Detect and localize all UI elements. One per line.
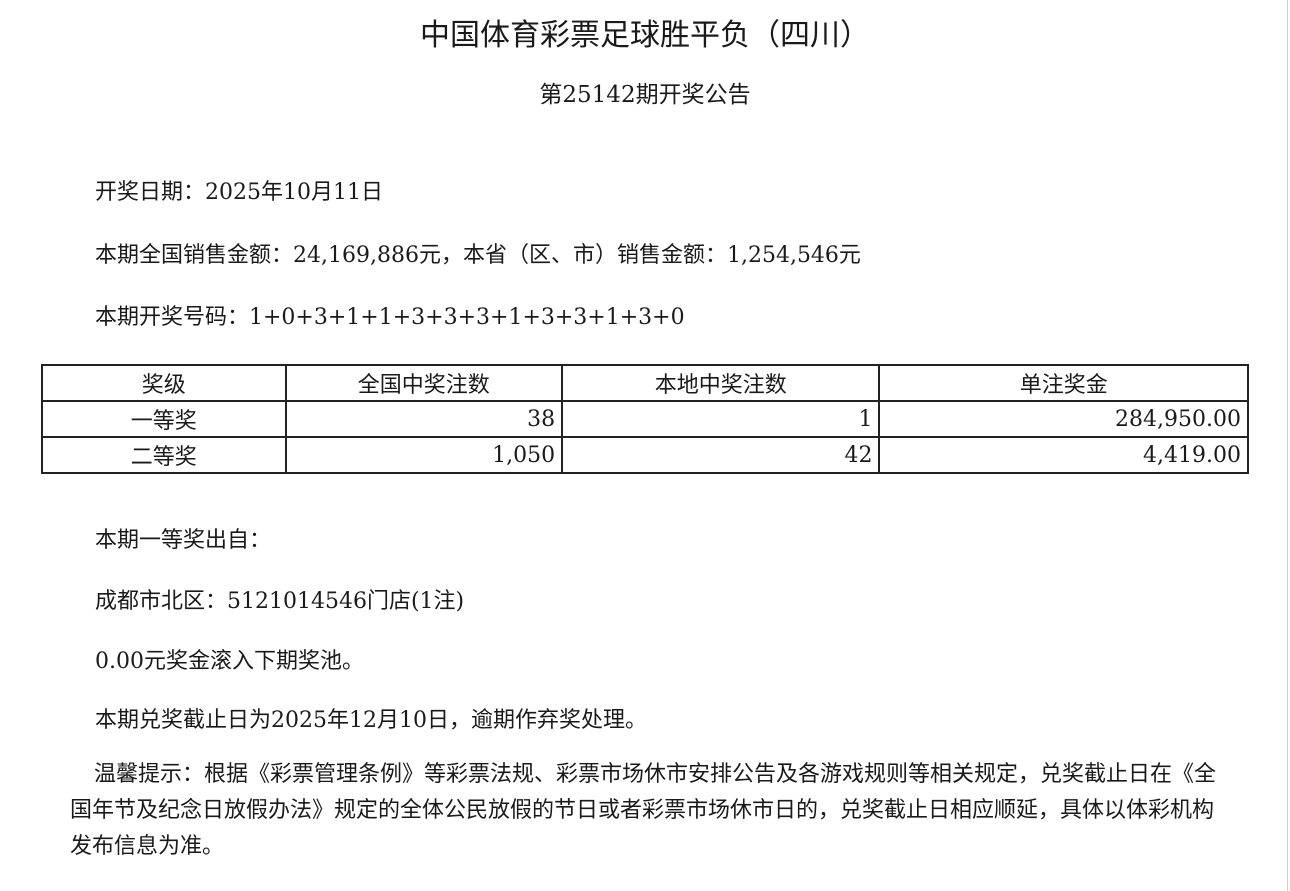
prize-level: 二等奖 xyxy=(41,436,287,474)
prize-amount: 284,950.00 xyxy=(878,400,1249,438)
header-prize-level: 奖级 xyxy=(41,364,287,402)
sales-amount: 本期全国销售金额：24,169,886元，本省（区、市）销售金额：1,254,5… xyxy=(95,243,861,268)
prize-level: 一等奖 xyxy=(41,400,287,438)
table-header-row: 奖级 全国中奖注数 本地中奖注数 单注奖金 xyxy=(41,364,1249,402)
first-prize-store: 成都市北区：5121014546门店(1注) xyxy=(95,589,465,614)
claim-deadline: 本期兑奖截止日为2025年12月10日，逾期作弃奖处理。 xyxy=(95,708,647,733)
first-prize-origin: 本期一等奖出自： xyxy=(95,528,272,553)
header-local-winners: 本地中奖注数 xyxy=(561,364,881,402)
page-title: 中国体育彩票足球胜平负（四川） xyxy=(420,18,870,53)
local-winners: 42 xyxy=(561,436,881,474)
page-edge xyxy=(1287,0,1288,891)
prize-table: 奖级 全国中奖注数 本地中奖注数 单注奖金 一等奖 38 1 284,950.0… xyxy=(41,364,1249,474)
national-winners: 38 xyxy=(284,400,564,438)
local-winners: 1 xyxy=(561,400,881,438)
header-national-winners: 全国中奖注数 xyxy=(284,364,564,402)
winning-numbers: 本期开奖号码：1+0+3+1+1+3+3+3+1+3+3+1+3+0 xyxy=(95,305,685,330)
header-prize-amount: 单注奖金 xyxy=(878,364,1249,402)
national-winners: 1,050 xyxy=(284,436,564,474)
page-subtitle: 第25142期开奖公告 xyxy=(539,82,751,108)
table-row: 二等奖 1,050 42 4,419.00 xyxy=(41,436,1249,474)
rollover-note: 0.00元奖金滚入下期奖池。 xyxy=(95,649,364,674)
prize-amount: 4,419.00 xyxy=(878,436,1249,474)
reminder-notice: 温馨提示：根据《彩票管理条例》等彩票法规、彩票市场休市安排公告及各游戏规则等相关… xyxy=(70,762,1217,859)
draw-date: 开奖日期：2025年10月11日 xyxy=(95,180,383,205)
table-row: 一等奖 38 1 284,950.00 xyxy=(41,400,1249,438)
